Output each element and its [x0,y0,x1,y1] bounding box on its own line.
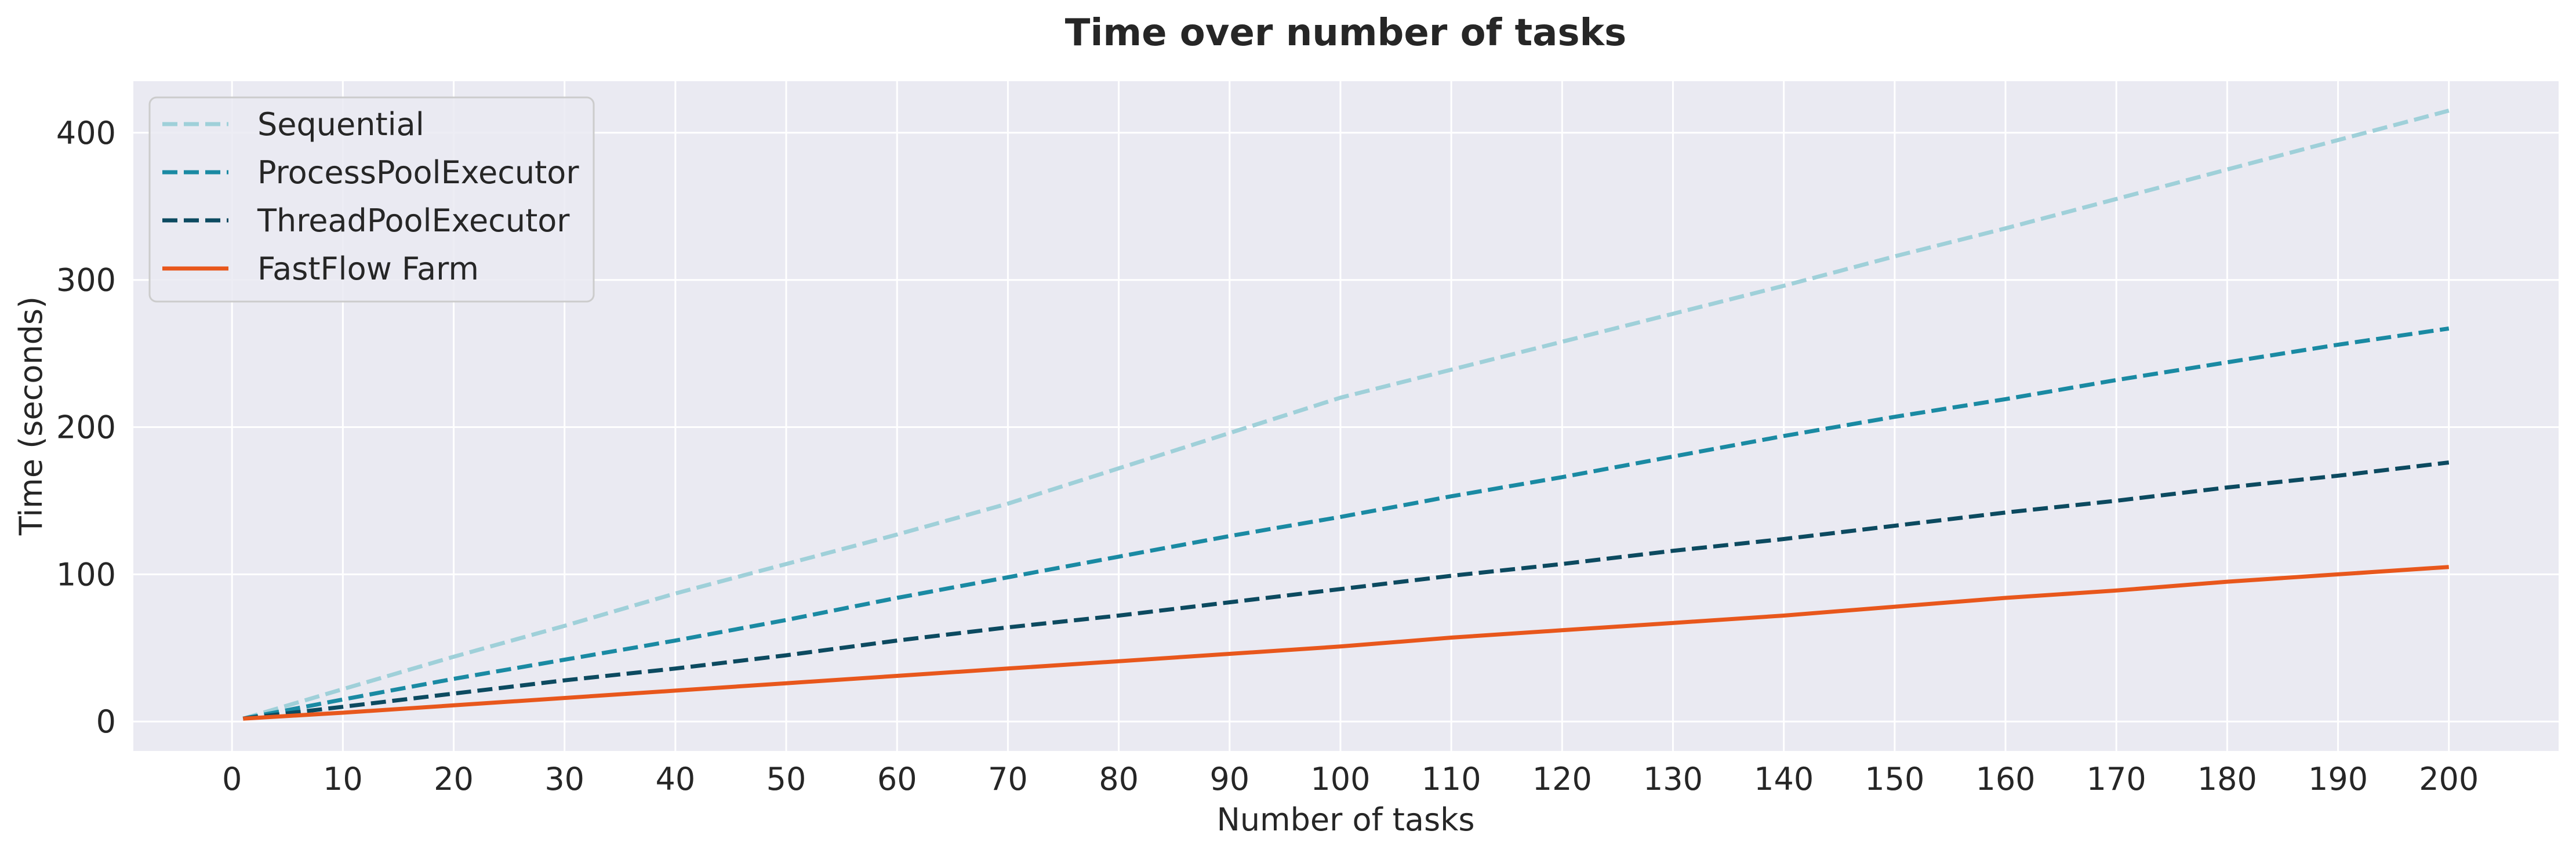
x-tick-label: 140 [1754,761,1814,797]
x-tick-label: 70 [988,761,1028,797]
series-line [242,108,2450,721]
y-tick-label: 200 [56,409,116,446]
y-tick-label: 300 [56,262,116,299]
x-tick-label: 130 [1643,761,1703,797]
tick-labels: 0 10 20 30 40 50 60 70 80 90 100 110 120 130 140 150 160… [56,115,2479,797]
legend-frame [148,96,595,303]
x-tick-label: 200 [2419,761,2479,797]
x-tick-label: 190 [2308,761,2368,797]
chart-title: Time over number of tasks [1065,12,1626,55]
x-axis-label: Number of tasks [1216,801,1474,838]
legend: Sequential ProcessPoolExecutor ThreadPoolE… [148,96,595,303]
series-group [242,108,2450,721]
x-tick-label: 10 [323,761,363,797]
legend-entry-label: FastFlow Farm [257,251,479,287]
legend-entry-label: ThreadPoolExecutor [257,202,570,239]
x-tick-label: 180 [2197,761,2257,797]
y-tick-label: 400 [56,115,116,151]
x-tick-label: 30 [544,761,584,797]
series-group [242,326,2450,721]
series-line [242,326,2450,721]
x-tick-label: 160 [1975,761,2035,797]
x-tick-label: 0 [222,761,242,797]
x-tick-label: 20 [434,761,474,797]
legend-entry-label: ProcessPoolExecutor [257,154,579,191]
x-tick-label: 80 [1099,761,1139,797]
x-tick-label: 110 [1422,761,1481,797]
series-lines [242,108,2450,721]
legend-entry-label: Sequential [257,106,424,143]
series-line [243,565,2449,721]
series-line [242,460,2450,721]
x-tick-label: 60 [877,761,917,797]
y-axis-label: Time (seconds) [13,296,49,536]
x-tick-label: 150 [1865,761,1924,797]
series-group [242,460,2450,721]
y-tick-label: 0 [96,703,116,740]
series-group [243,565,2449,721]
x-tick-label: 40 [656,761,696,797]
x-tick-label: 90 [1209,761,1249,797]
x-tick-label: 170 [2087,761,2146,797]
x-tick-label: 100 [1310,761,1370,797]
x-tick-label: 120 [1532,761,1592,797]
x-tick-label: 50 [766,761,806,797]
y-tick-label: 100 [56,556,116,593]
